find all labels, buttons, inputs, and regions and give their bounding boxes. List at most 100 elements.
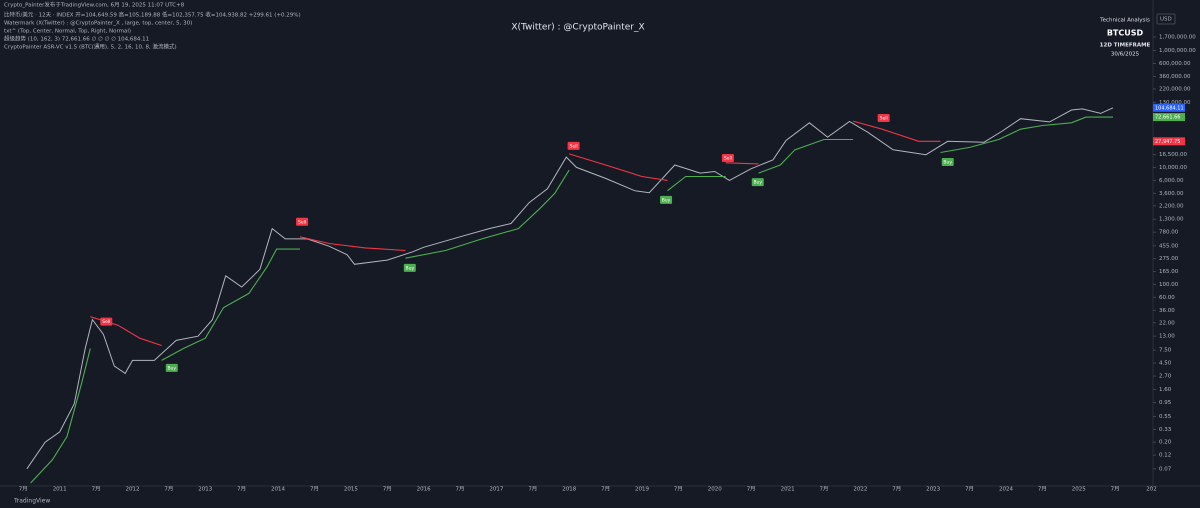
info-title: Technical Analysis <box>1099 18 1150 24</box>
currency-box[interactable] <box>1156 13 1176 25</box>
y-tick-label: 0.55 <box>1159 414 1172 420</box>
signal-badge <box>877 114 890 123</box>
y-tick-label: 36.00 <box>1159 308 1175 314</box>
y-tick-label: 0.12 <box>1159 453 1171 459</box>
y-tick-label: 100.00 <box>1159 282 1179 288</box>
x-tick-label: 7月 <box>237 486 246 493</box>
y-tick-label: 16,500.00 <box>1159 152 1187 158</box>
x-tick-label: 2017 <box>489 487 503 493</box>
y-tick-label: 165.00 <box>1159 269 1179 275</box>
signal-badge <box>567 141 580 150</box>
y-tick-label: 130,000.00 <box>1159 100 1191 106</box>
signal-label: Sell <box>880 116 888 122</box>
info-symbol: BTCUSD <box>1107 29 1144 38</box>
x-tick-label: 7月 <box>92 486 101 493</box>
publisher: Crypto_Painter发布于TradingView.com, 6月 19,… <box>4 1 185 9</box>
price-label: 104,684.11 <box>1155 105 1184 111</box>
y-tick-label: 4.50 <box>1159 361 1172 367</box>
stop-line <box>90 120 941 347</box>
signal-badge <box>100 317 113 326</box>
price-label-box <box>1153 137 1185 146</box>
signal-label: Buy <box>662 197 671 203</box>
y-tick-label: 275.00 <box>1159 256 1179 262</box>
y-tick-label: 2.70 <box>1159 374 1172 380</box>
legend-line: 超级趋势 (10, 162, 3) 72,661.66 ∅ ∅ ∅ ∅ 104,… <box>4 35 149 43</box>
legend-line: txt^ (Top, Center, Normal, Top, Right, N… <box>4 29 131 35</box>
x-tick-label: 2015 <box>344 487 358 493</box>
signal-badge <box>165 363 178 372</box>
signal-badge <box>941 157 954 166</box>
x-tick-label: 2021 <box>781 487 795 493</box>
signal-label: Buy <box>753 180 762 186</box>
signal-badge <box>751 178 764 187</box>
x-tick-label: 2024 <box>999 487 1013 493</box>
y-tick-label: 2,200.00 <box>1159 203 1184 209</box>
x-tick-label: 7月 <box>528 486 537 493</box>
x-tick-label: 2023 <box>926 487 940 493</box>
y-tick-label: 6,000.00 <box>1159 178 1184 184</box>
x-tick-label: 7月 <box>892 486 901 493</box>
y-tick-label: 0.95 <box>1159 400 1172 406</box>
y-tick-label: 10,000.00 <box>1159 165 1187 171</box>
y-tick-label: 220,000.00 <box>1159 86 1191 92</box>
y-tick-label: 600,000.00 <box>1159 61 1191 67</box>
x-tick-label: 2016 <box>417 487 431 493</box>
x-tick-label: 7月 <box>19 486 28 493</box>
legend-line: Watermark (X(Twitter) : @CryptoPainter_X… <box>4 21 192 27</box>
legend-line: 比特币/美元 · 12天 · INDEX 开=104,649.59 高=105,… <box>4 11 301 19</box>
legend-line: CryptoPainter ASR-VC v1.5 (BTC(通用), 5, 2… <box>4 43 177 51</box>
y-tick-label: 0.07 <box>1159 466 1172 472</box>
signal-badge <box>403 263 416 272</box>
x-tick-label: 2012 <box>125 487 139 493</box>
y-tick-label: 7.50 <box>1159 348 1172 354</box>
price-label-box <box>1153 113 1185 122</box>
x-tick-label: 202 <box>1146 487 1157 493</box>
signal-label: Sell <box>724 155 732 161</box>
y-tick-label: 13.00 <box>1159 334 1175 340</box>
info-timeframe: 12D TIMEFRAME <box>1100 43 1151 49</box>
x-tick-label: 7月 <box>601 486 610 493</box>
x-tick-label: 7月 <box>456 486 465 493</box>
x-tick-label: 7月 <box>747 486 756 493</box>
y-tick-label: 1,000,000.00 <box>1159 48 1196 54</box>
signal-label: Buy <box>943 159 952 165</box>
y-tick-label: 780.00 <box>1159 230 1179 236</box>
signal-label: Buy <box>167 365 176 371</box>
x-tick-label: 2014 <box>271 487 285 493</box>
y-tick-label: 0.33 <box>1159 427 1172 433</box>
x-tick-label: 2011 <box>53 487 67 493</box>
y-tick-label: 60.00 <box>1159 295 1175 301</box>
price-label: 27,947.75 <box>1155 139 1180 145</box>
watermark: X(Twitter) : @CryptoPainter_X <box>511 23 644 33</box>
y-tick-label: 1,700,000.00 <box>1159 35 1196 41</box>
signal-badge <box>721 153 734 162</box>
y-tick-label: 0.20 <box>1159 440 1172 446</box>
price-line <box>26 107 1114 470</box>
price-label-box <box>1153 103 1185 112</box>
currency[interactable]: USD <box>1160 17 1172 23</box>
x-tick-label: 7月 <box>1111 486 1120 493</box>
x-tick-label: 2020 <box>708 487 722 493</box>
x-tick-label: 7月 <box>1038 486 1047 493</box>
x-tick-label: 7月 <box>819 486 828 493</box>
stop-line <box>30 116 1113 484</box>
x-tick-label: 2018 <box>562 487 576 493</box>
price-label: 72,661.66 <box>1155 115 1180 121</box>
signal-label: Sell <box>570 143 578 149</box>
brand: TradingView <box>13 498 50 505</box>
signal-label: Sell <box>102 319 110 325</box>
signal-badge <box>660 195 673 204</box>
x-tick-label: 7月 <box>674 486 683 493</box>
signal-label: Buy <box>406 265 415 271</box>
info-date: 30/6/2025 <box>1111 52 1140 58</box>
y-tick-label: 22.00 <box>1159 320 1175 326</box>
y-tick-label: 1,300.00 <box>1159 217 1184 223</box>
x-tick-label: 7月 <box>383 486 392 493</box>
y-tick-label: 455.00 <box>1159 243 1179 249</box>
x-tick-label: 2019 <box>635 487 649 493</box>
x-tick-label: 7月 <box>164 486 173 493</box>
x-tick-label: 2025 <box>1072 487 1086 493</box>
